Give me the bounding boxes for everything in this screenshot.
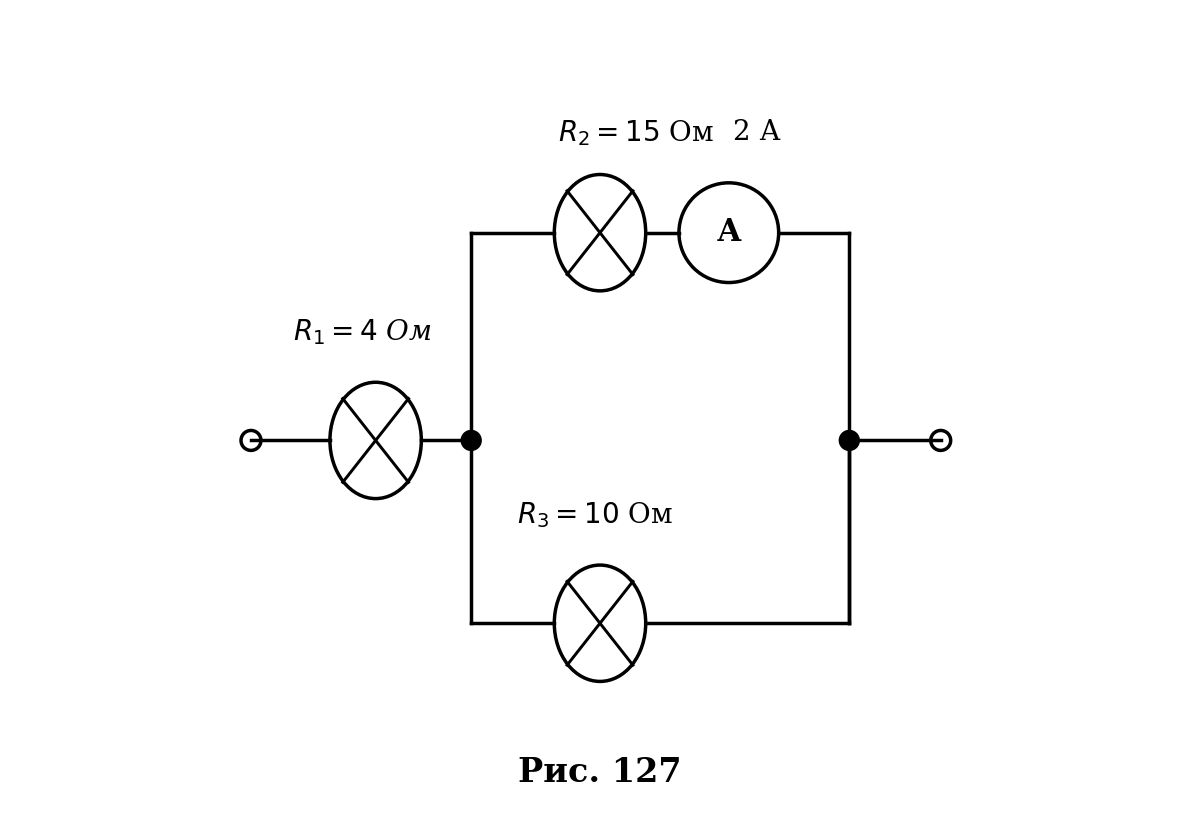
Text: $R_2 = 15$ Ом: $R_2 = 15$ Ом (558, 118, 714, 148)
Text: $R_1 = 4$ Ом: $R_1 = 4$ Ом (293, 317, 432, 347)
Text: $R_3 = 10$ Ом: $R_3 = 10$ Ом (517, 500, 673, 530)
Circle shape (839, 430, 859, 450)
Text: Рис. 127: Рис. 127 (518, 756, 682, 789)
Text: 2 А: 2 А (733, 120, 780, 146)
Circle shape (461, 430, 481, 450)
Text: А: А (716, 217, 742, 248)
